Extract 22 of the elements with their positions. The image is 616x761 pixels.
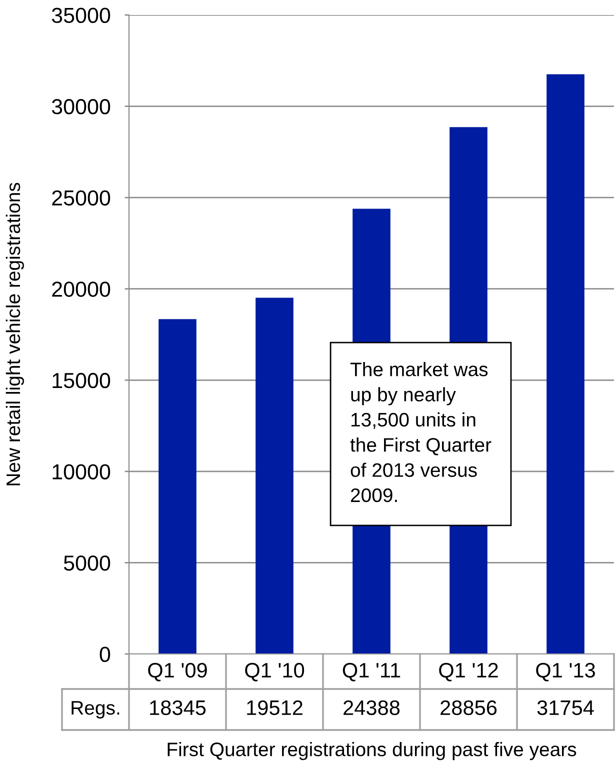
y-tick-label: 0 (100, 646, 110, 662)
y-tick-label: 20000 (52, 282, 110, 297)
y-tick-label: 25000 (52, 190, 110, 206)
x-tick-label: Q1 '12 (439, 662, 498, 682)
y-tick-label: 30000 (52, 99, 110, 114)
y-tick-label: 15000 (52, 372, 110, 388)
x-tick-label: Q1 '10 (245, 662, 304, 682)
x-axis-title: First Quarter registrations during past five years (168, 742, 576, 760)
y-axis-title: New retail light vehicle registrations (6, 182, 24, 486)
data-label: 28856 (440, 700, 497, 716)
annotation: The market was up by nearly 13,500 units in the First Quarter of 2013 versus 2009. (350, 362, 492, 502)
y-tick-label: 35000 (52, 8, 110, 24)
y-tick-label: 5000 (64, 555, 110, 571)
data-label: 31754 (537, 700, 594, 716)
x-tick-label: Q1 '13 (536, 662, 595, 682)
y-tick-label: 10000 (52, 464, 110, 480)
x-tick-label: Q1 '11 (342, 662, 400, 682)
text: Regs. (72, 701, 120, 719)
data-label: 24388 (344, 700, 400, 716)
data-label: 19512 (247, 700, 302, 716)
data-label: 18345 (150, 700, 206, 716)
x-tick-label: Q1 '09 (148, 662, 207, 682)
